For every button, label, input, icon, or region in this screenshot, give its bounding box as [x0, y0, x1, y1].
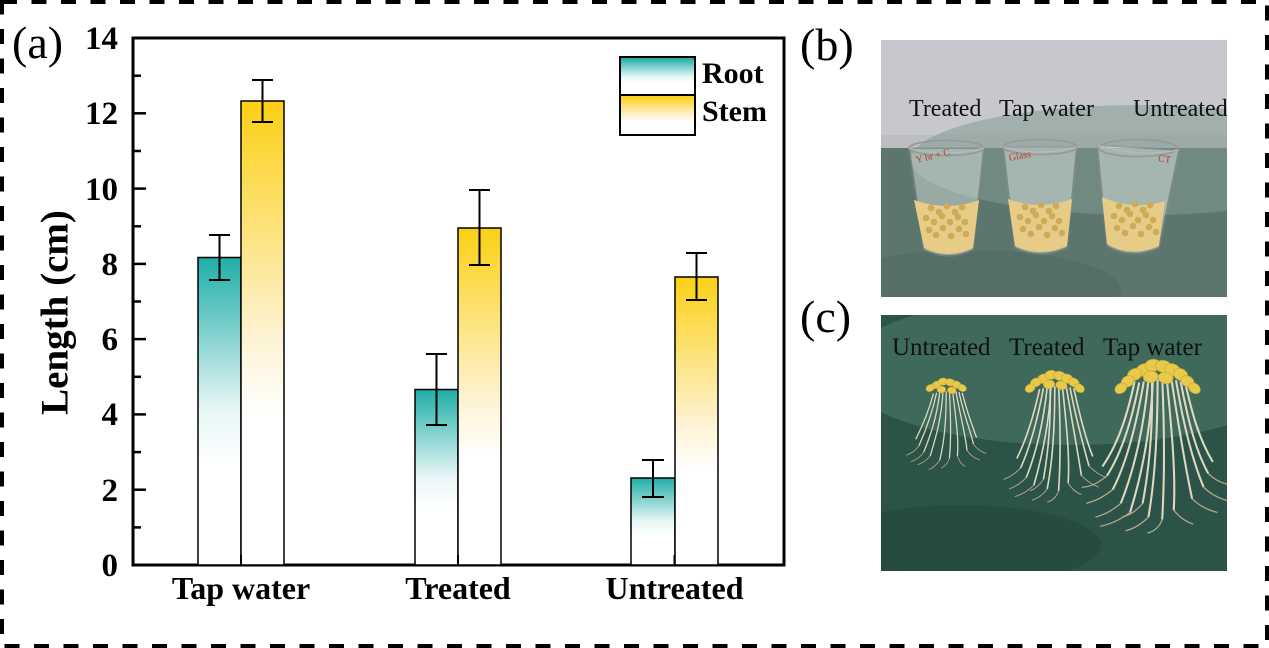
- svg-text:Treated: Treated: [909, 96, 981, 122]
- svg-text:Tap water: Tap water: [1103, 334, 1203, 361]
- svg-text:Tap water: Tap water: [999, 96, 1094, 122]
- svg-text:CT: CT: [1158, 154, 1172, 166]
- svg-text:Treated: Treated: [1009, 334, 1085, 361]
- svg-text:Untreated: Untreated: [892, 334, 991, 361]
- svg-text:Untreated: Untreated: [1133, 96, 1227, 122]
